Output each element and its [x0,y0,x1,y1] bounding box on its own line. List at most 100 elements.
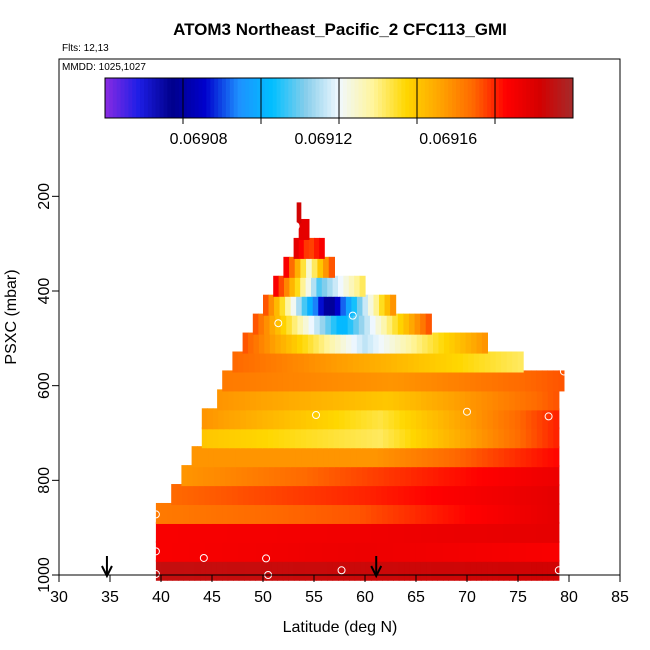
heatmap-cell [382,521,389,543]
heatmap-cell [269,313,276,335]
heatmap-cell [349,521,356,543]
x-tick-label: 30 [50,589,68,606]
colorbar-segment [424,78,430,118]
arrow-marker [370,556,383,579]
heatmap-cell [438,446,445,468]
heatmap-cell [343,370,350,392]
heatmap-cell [356,465,363,487]
heatmap-cell [411,332,418,354]
heatmap-cell [235,446,242,468]
heatmap-cell [454,408,461,430]
heatmap-cell [449,332,456,354]
heatmap-cell [399,446,406,468]
heatmap-cell [389,465,396,487]
heatmap-cell [398,540,405,562]
heatmap-cell [432,408,439,430]
colorbar-ticks: 0.06908 0.06912 0.06916 [170,131,478,148]
heatmap-cell [393,559,400,581]
heatmap-cell [394,427,401,449]
heatmap-cell [245,408,252,430]
heatmap-cell [425,313,432,335]
heatmap-cell [244,370,251,392]
colorbar-segment [339,78,344,118]
heatmap-cell [237,351,244,373]
heatmap-cell [293,502,300,524]
heatmap-cell [227,521,234,543]
heatmap-cell [448,559,455,581]
heatmap-cell [348,275,355,297]
heatmap-cell [525,540,532,562]
heatmap-cell [308,313,315,335]
heatmap-cell [542,484,549,506]
heatmap-cell [400,332,407,354]
heatmap-cell [541,370,548,392]
heatmap-cell [312,465,319,487]
heatmap-cell [503,370,510,392]
heatmap-cell [305,275,312,297]
heatmap-cell [520,446,527,468]
heatmap-cell [470,370,477,392]
heatmap-cell [294,256,301,278]
heatmap-cell [288,521,295,543]
heatmap-cell [297,332,304,354]
heatmap-cell [426,408,434,430]
heatmap-cell [418,351,425,373]
heatmap-cell [475,370,482,392]
heatmap-cell [376,502,383,524]
colorbar-segment [440,78,445,118]
heatmap-cell [421,389,428,411]
colorbar-segment [147,78,153,118]
heatmap-cell [350,446,357,468]
heatmap-cell [429,351,436,373]
heatmap-cell [233,389,240,411]
heatmap-cell [183,521,190,543]
heatmap-cell [503,521,510,543]
colorbar-segment [409,78,414,118]
heatmap-cell [435,351,442,373]
heatmap-cell [288,559,295,581]
heatmap-cell [464,484,471,506]
colorbar-segment [327,78,332,118]
heatmap-cell [271,540,278,562]
heatmap-cell [329,332,336,354]
heatmap-cell [194,521,201,543]
heatmap-cell [310,389,317,411]
heatmap-cell [281,484,289,506]
heatmap-cell [166,502,174,524]
heatmap-cell [252,465,259,487]
heatmap-cell [328,427,335,449]
heatmap-cell [233,370,240,392]
heatmap-cell [393,370,400,392]
heatmap-cell [547,502,554,524]
colorbar-segment [537,78,543,118]
heatmap-cell [487,446,494,468]
colorbar-segment [506,78,512,118]
heatmap-cell [459,521,466,543]
heatmap-cell [415,540,422,562]
heatmap-cell [270,351,277,373]
heatmap-cell [248,351,255,373]
heatmap-cell [282,559,289,581]
heatmap-cell [205,540,212,562]
heatmap-cell [276,484,283,506]
heatmap-cell [553,465,560,487]
heatmap-cell [471,446,478,468]
heatmap-cell [547,370,554,392]
colorbar-segment [569,78,574,118]
colorbar-segment [522,78,527,118]
heatmap-cell [328,446,335,468]
heatmap-cell [328,256,335,278]
heatmap-cell [436,484,444,506]
heatmap-cell [345,332,352,354]
colorbar-segment [518,78,523,118]
observation-point [463,407,471,416]
heatmap-cell [321,389,328,411]
heatmap-cell [351,332,358,354]
heatmap-cell [213,446,220,468]
heatmap-cell [416,446,423,468]
heatmap-cell [427,332,434,354]
heatmap-cell [219,446,226,468]
heatmap-cell [334,294,341,316]
heatmap-cell [273,275,280,297]
